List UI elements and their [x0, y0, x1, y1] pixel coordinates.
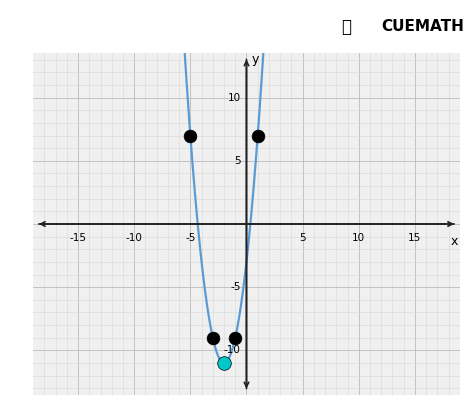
Text: 15: 15: [408, 233, 421, 243]
Point: [254, 132, 262, 139]
Point: [187, 132, 194, 139]
Text: -15: -15: [70, 233, 87, 243]
Point: [209, 335, 217, 341]
Text: 🚀: 🚀: [341, 18, 351, 36]
Text: y: y: [252, 53, 259, 66]
Point: [220, 360, 228, 366]
Text: 10: 10: [352, 233, 365, 243]
Text: 5: 5: [234, 156, 241, 166]
Point: [231, 335, 239, 341]
Text: x: x: [450, 236, 458, 248]
Text: -5: -5: [230, 282, 241, 292]
Text: -5: -5: [185, 233, 196, 243]
Text: 10: 10: [228, 92, 241, 103]
Text: -10: -10: [224, 345, 241, 356]
Text: CUEMATH: CUEMATH: [382, 19, 465, 34]
Text: -10: -10: [126, 233, 143, 243]
Text: 5: 5: [299, 233, 306, 243]
